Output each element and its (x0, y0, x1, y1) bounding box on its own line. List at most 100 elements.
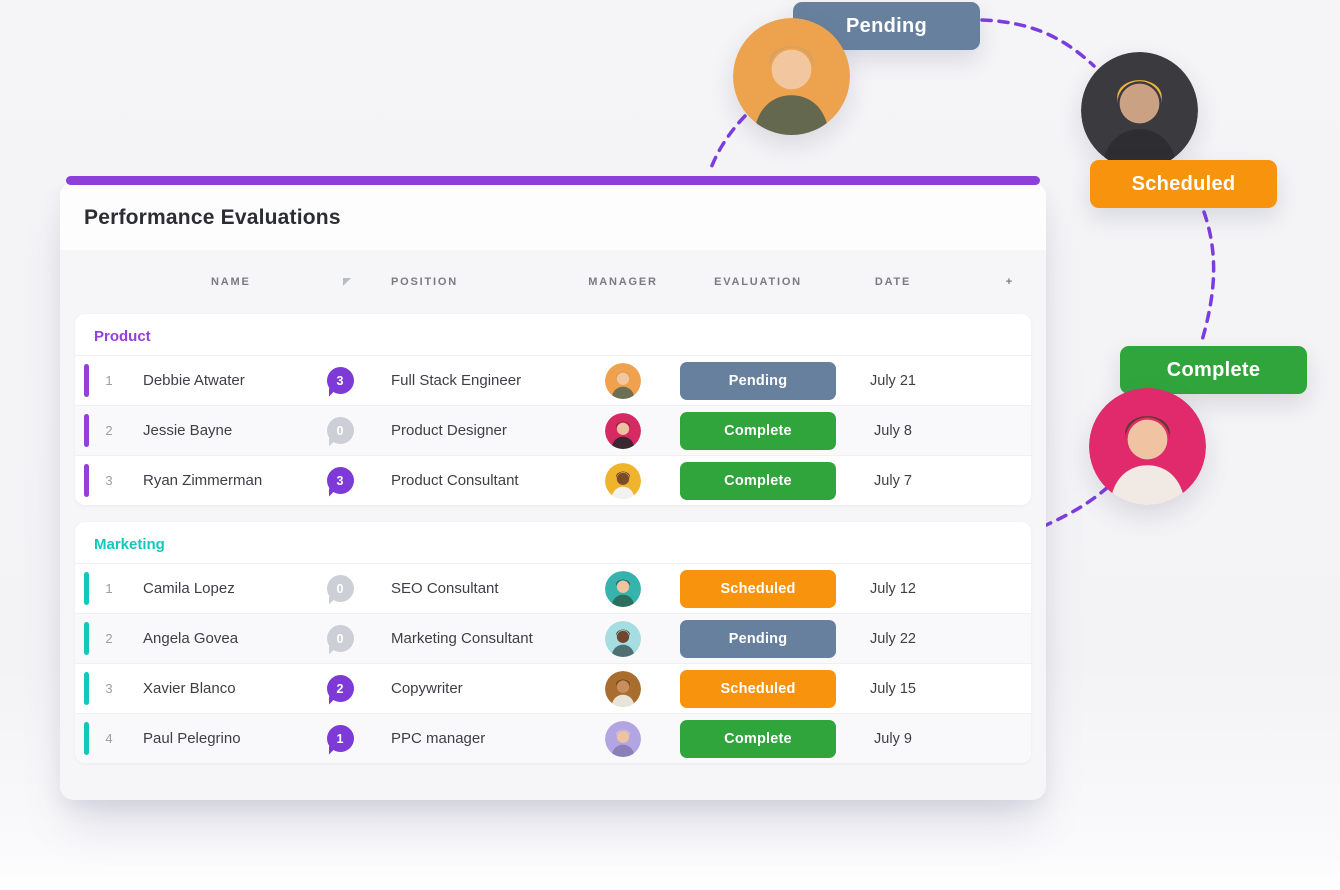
manager-avatar (605, 720, 641, 757)
column-header-evaluation[interactable]: EVALUATION (714, 276, 802, 288)
table-row[interactable]: 2 Angela Govea 0 Marketing Consultant Pe… (75, 613, 1031, 663)
employee-name[interactable]: Camila Lopez (143, 580, 235, 597)
manager-cell[interactable] (588, 462, 658, 499)
evaluation-cell: Pending (658, 361, 858, 400)
employee-name[interactable]: Xavier Blanco (143, 680, 236, 697)
manager-avatar (605, 620, 641, 657)
row-number: 2 (105, 631, 113, 646)
comments-cell[interactable]: 2 (308, 675, 372, 702)
row-color-bar (84, 722, 89, 755)
table-header-row: NAME POSITION MANAGER EVALUATION DATE + (75, 250, 1031, 314)
status-badge[interactable]: Pending (680, 619, 836, 658)
manager-avatar (605, 670, 641, 707)
status-badge[interactable]: Scheduled (680, 569, 836, 608)
column-header-date[interactable]: DATE (874, 276, 912, 288)
row-color-bar (84, 572, 89, 605)
evaluation-cell: Complete (658, 719, 858, 758)
row-number: 4 (105, 731, 113, 746)
employee-name[interactable]: Angela Govea (143, 630, 239, 647)
manager-cell[interactable] (588, 720, 658, 757)
position-cell[interactable]: Full Stack Engineer (391, 372, 522, 389)
row-color-bar (84, 672, 89, 705)
floating-avatar-complete (1089, 388, 1206, 505)
group-label[interactable]: Product (94, 328, 151, 345)
column-header-position[interactable]: POSITION (391, 276, 458, 288)
status-badge[interactable]: Pending (680, 361, 836, 400)
date-cell[interactable]: July 9 (874, 730, 912, 747)
manager-avatar (605, 462, 641, 499)
manager-cell[interactable] (588, 362, 658, 399)
floating-scheduled-badge[interactable]: Scheduled (1090, 160, 1277, 208)
date-cell[interactable]: July 15 (870, 680, 916, 697)
manager-cell[interactable] (588, 412, 658, 449)
comments-cell[interactable]: 0 (308, 625, 372, 652)
status-badge[interactable]: Complete (680, 411, 836, 450)
row-color-bar (84, 414, 89, 447)
group-label[interactable]: Marketing (94, 536, 165, 553)
comment-count-bubble-icon: 1 (326, 725, 354, 752)
person-silhouette (605, 620, 641, 657)
status-badge[interactable]: Complete (680, 461, 836, 500)
manager-cell[interactable] (588, 620, 658, 657)
table-row[interactable]: 2 Jessie Bayne 0 Product Designer Comple… (75, 405, 1031, 455)
date-cell[interactable]: July 22 (870, 630, 916, 647)
comment-count-bubble-icon: 0 (326, 417, 354, 444)
person-silhouette (733, 18, 850, 135)
employee-name[interactable]: Ryan Zimmerman (143, 472, 263, 489)
employee-name[interactable]: Jessie Bayne (143, 422, 233, 439)
connector-pending-to-scheduled (980, 18, 1096, 68)
column-header-manager[interactable]: MANAGER (588, 276, 658, 288)
date-cell[interactable]: July 7 (874, 472, 912, 489)
column-header-name[interactable]: NAME (211, 276, 251, 288)
row-number: 1 (105, 581, 113, 596)
evaluation-cell: Pending (658, 619, 858, 658)
evaluation-cell: Complete (658, 461, 858, 500)
row-color-bar (84, 364, 89, 397)
position-cell[interactable]: Marketing Consultant (391, 630, 533, 647)
position-cell[interactable]: Product Designer (391, 422, 507, 439)
connector-complete-to-card (1040, 485, 1110, 529)
position-cell[interactable]: SEO Consultant (391, 580, 499, 597)
comments-cell[interactable]: 3 (308, 467, 372, 494)
comments-cell[interactable]: 1 (308, 725, 372, 752)
person-silhouette (1081, 52, 1198, 169)
group-product: Product 1 Debbie Atwater 3 Full Stack En… (75, 314, 1031, 505)
date-cell[interactable]: July 12 (870, 580, 916, 597)
table-row[interactable]: 1 Debbie Atwater 3 Full Stack Engineer P… (75, 355, 1031, 405)
position-cell[interactable]: Copywriter (391, 680, 463, 697)
person-silhouette (605, 412, 641, 449)
connector-avatar-to-card (709, 114, 747, 170)
manager-avatar (605, 362, 641, 399)
manager-cell[interactable] (588, 670, 658, 707)
row-number: 3 (105, 681, 113, 696)
manager-cell[interactable] (588, 570, 658, 607)
evaluation-cell: Scheduled (658, 669, 858, 708)
performance-evaluations-card: Performance Evaluations NAME POSITION MA… (60, 182, 1046, 800)
comment-count-bubble-icon: 3 (326, 467, 354, 494)
row-number: 3 (105, 473, 113, 488)
position-cell[interactable]: Product Consultant (391, 472, 519, 489)
status-badge[interactable]: Complete (680, 719, 836, 758)
employee-name[interactable]: Paul Pelegrino (143, 730, 241, 747)
person-silhouette (605, 462, 641, 499)
date-cell[interactable]: July 8 (874, 422, 912, 439)
row-number: 2 (105, 423, 113, 438)
employee-name[interactable]: Debbie Atwater (143, 372, 245, 389)
status-badge[interactable]: Scheduled (680, 669, 836, 708)
comments-cell[interactable]: 3 (308, 367, 372, 394)
evaluation-cell: Complete (658, 411, 858, 450)
table-row[interactable]: 3 Xavier Blanco 2 Copywriter Scheduled J… (75, 663, 1031, 713)
table-row[interactable]: 3 Ryan Zimmerman 3 Product Consultant Co… (75, 455, 1031, 505)
comment-count-bubble-icon: 0 (326, 625, 354, 652)
card-accent-bar (66, 176, 1040, 185)
add-column-button[interactable]: + (1005, 275, 1014, 288)
floating-complete-badge[interactable]: Complete (1120, 346, 1307, 394)
table-row[interactable]: 4 Paul Pelegrino 1 PPC manager Complete … (75, 713, 1031, 763)
comments-cell[interactable]: 0 (308, 417, 372, 444)
date-cell[interactable]: July 21 (870, 372, 916, 389)
table-row[interactable]: 1 Camila Lopez 0 SEO Consultant Schedule… (75, 563, 1031, 613)
comments-cell[interactable]: 0 (308, 575, 372, 602)
position-cell[interactable]: PPC manager (391, 730, 486, 747)
manager-avatar (605, 570, 641, 607)
person-silhouette (605, 720, 641, 757)
